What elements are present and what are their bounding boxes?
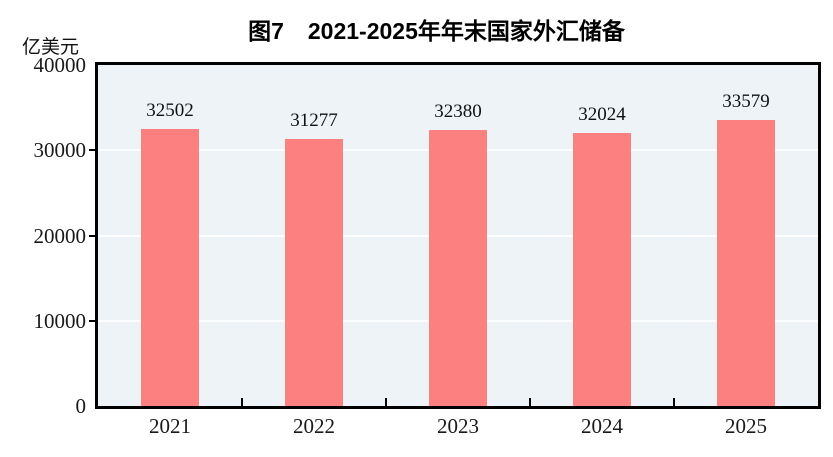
y-axis-label-30000: 30000 [33,138,87,163]
chart-title-text: 2021-2025年年末国家外汇储备 [307,18,625,44]
x-axis-tick-1 [241,398,243,406]
x-axis-label-2023: 2023 [437,414,479,438]
figure-number-label: 图7 [248,18,284,44]
y-axis-tick-10000 [89,319,96,322]
x-axis-label-2024: 2024 [581,414,623,438]
bar-2024 [573,133,631,406]
x-axis-tick-3 [529,398,531,406]
y-axis-label-40000: 40000 [33,53,87,77]
bar-2023 [429,129,487,406]
bar-2025 [717,119,775,406]
bar-value-label-2022: 31277 [290,110,338,132]
bar-value-label-2024: 32024 [578,104,626,125]
bar-value-label-2025: 33579 [722,90,770,112]
y-axis-tick-20000 [89,234,96,237]
y-axis-label-20000: 20000 [33,223,87,248]
x-axis-label-2025: 2025 [725,414,767,438]
y-axis-label-0: 0 [75,394,87,418]
chart-title: 图7 2021-2025年年末国家外汇储备 [60,12,813,46]
y-axis-tick-30000 [89,149,96,152]
bar-value-label-2021: 32502 [146,99,194,121]
x-axis-tick-4 [673,398,675,406]
y-axis-unit-label: 亿美元 [22,37,80,58]
x-axis-label-2022: 2022 [293,414,335,438]
bar-value-label-2023: 32380 [434,100,482,122]
plot-area: 32502 31277 32380 32024 33579 [95,62,821,409]
y-axis-label-10000: 10000 [33,308,87,333]
bar-2022 [285,139,343,406]
x-axis-tick-2 [385,398,387,406]
x-axis-label-2021: 2021 [149,414,191,438]
bar-2021 [141,128,199,406]
